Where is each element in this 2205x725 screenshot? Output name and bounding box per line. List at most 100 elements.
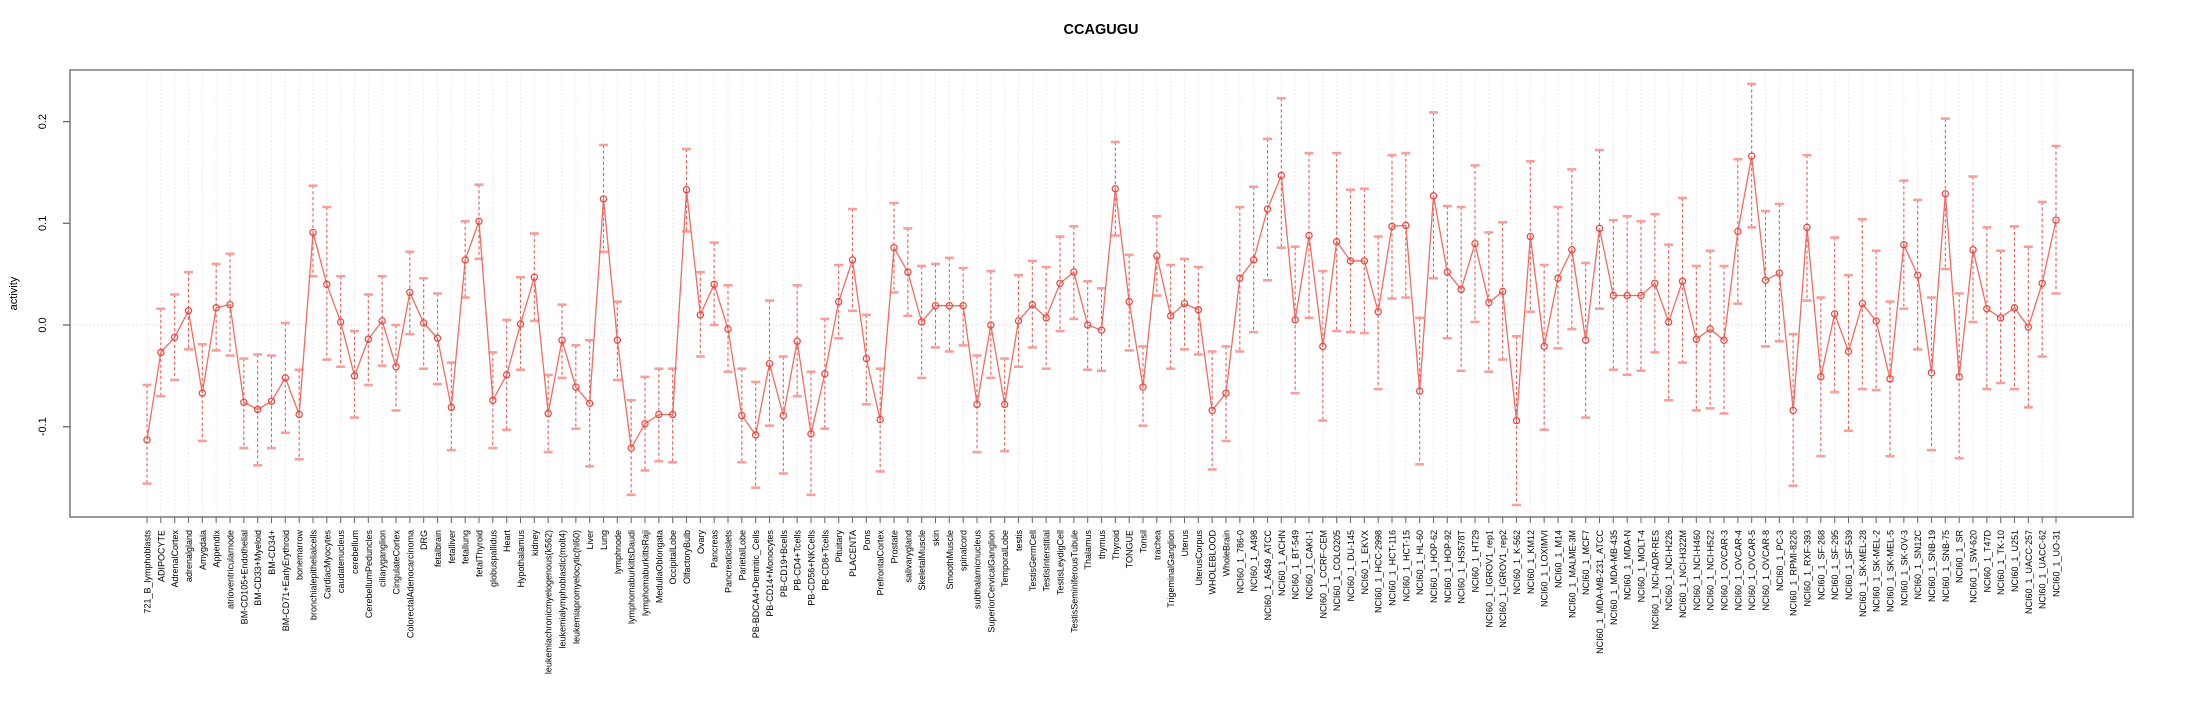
data-point-marker xyxy=(1319,342,1327,351)
data-point-marker xyxy=(1789,406,1797,415)
data-point-marker xyxy=(1734,227,1742,236)
x-category-label: NCI60_1_HOP-92 xyxy=(1443,530,1453,603)
x-category-label: NCI60_1_HT29 xyxy=(1471,530,1481,593)
data-point-marker xyxy=(1664,318,1673,326)
data-point-marker xyxy=(641,419,649,428)
x-category-label: NCI60_1_HCT-15 xyxy=(1401,530,1411,602)
x-category-label: Uterus xyxy=(1180,530,1190,557)
x-category-label: NCI60_1_HCT-116 xyxy=(1388,530,1398,606)
data-point-marker xyxy=(461,256,469,264)
x-category-label: NCI60_1_PC-3 xyxy=(1775,530,1785,591)
data-point-marker xyxy=(2052,216,2060,224)
x-category-label: SuperiorCervicalGanglion xyxy=(986,530,996,633)
x-category-label: skin xyxy=(931,530,941,546)
x-category-label: fetalliver xyxy=(447,530,457,564)
x-category-label: DRG xyxy=(419,530,429,550)
data-point-marker xyxy=(2038,279,2046,288)
data-point-marker xyxy=(945,301,954,310)
x-category-label: WholeBrain xyxy=(1222,530,1232,577)
data-point-marker xyxy=(1346,257,1355,265)
data-point-marker xyxy=(1332,237,1341,246)
x-category-label: NCI60_1_U251 xyxy=(2010,530,2020,592)
x-category-label: Appendix xyxy=(212,530,222,568)
x-category-label: NCI60_1_KM12 xyxy=(1526,530,1536,594)
data-point-marker xyxy=(668,410,677,419)
data-point-marker xyxy=(378,317,386,325)
x-category-label: NCI60_1_OVCAR-8 xyxy=(1761,530,1771,611)
data-point-marker xyxy=(1042,314,1050,322)
data-point-marker xyxy=(1374,308,1382,316)
data-point-marker xyxy=(1817,373,1825,381)
data-point-marker xyxy=(1913,271,1922,279)
data-point-marker xyxy=(1305,231,1313,240)
x-category-label: NCI60_1_T47D xyxy=(1982,530,1992,593)
data-point-marker xyxy=(309,228,317,237)
data-point-marker xyxy=(1056,279,1064,288)
category-label-layer: 721_B_lymphoblasts ADIPOCYTE AdrenalCortex… xyxy=(143,530,2062,675)
x-category-label: kidney xyxy=(530,530,540,557)
data-point-marker xyxy=(1526,232,1535,241)
data-point-marker xyxy=(475,217,483,225)
data-point-marker xyxy=(682,186,691,194)
x-category-label: caudatenucleus xyxy=(336,530,346,594)
data-point-marker xyxy=(1014,317,1023,325)
data-point-marker xyxy=(1277,171,1286,180)
data-point-marker xyxy=(1692,335,1701,343)
data-point-marker xyxy=(1249,256,1258,264)
data-point-marker xyxy=(502,371,511,379)
x-category-label: NCI60_1_OVCAR-3 xyxy=(1720,530,1730,611)
data-point-marker xyxy=(392,362,400,371)
data-point-marker xyxy=(295,410,303,419)
data-point-marker xyxy=(1153,252,1161,260)
data-point-marker xyxy=(1996,314,2005,322)
x-category-label: spinalcord xyxy=(959,530,969,571)
data-point-marker xyxy=(1415,387,1424,395)
data-point-marker xyxy=(240,398,248,406)
data-point-marker xyxy=(834,297,843,306)
x-category-label: fetalThyroid xyxy=(475,530,485,577)
x-category-label: fetalbrain xyxy=(433,530,443,567)
x-category-label: NCI60_1_SNB-75 xyxy=(1941,530,1951,602)
x-category-label: Pituitary xyxy=(834,530,844,563)
data-point-marker xyxy=(1443,268,1452,276)
data-point-marker xyxy=(1941,190,1950,198)
series-line xyxy=(146,156,2057,451)
data-point-marker xyxy=(1803,223,1811,232)
x-category-label: NCI60_1_K-562 xyxy=(1512,530,1522,595)
x-category-label: testis xyxy=(1014,530,1024,552)
data-point-marker xyxy=(1498,287,1507,296)
x-category-label: NCI60_1_SN12C xyxy=(1913,530,1923,600)
chart-title: CCAGUGU xyxy=(1064,22,1139,38)
x-category-label: NCI60_1_OVCAR-4 xyxy=(1733,530,1743,611)
data-point-marker xyxy=(1000,400,1009,409)
x-category-label: lymphomaburkittsRaji xyxy=(641,530,651,616)
data-point-marker xyxy=(1983,305,1991,313)
x-category-label: NCI60_1_SR xyxy=(1955,530,1965,584)
x-category-label: Hypothalamus xyxy=(516,530,526,588)
x-category-label: NCI60_1_EKVX xyxy=(1360,530,1370,595)
data-point-marker xyxy=(1512,416,1521,425)
x-category-label: Thyroid xyxy=(1111,530,1121,560)
data-point-marker xyxy=(931,301,940,310)
grid-layer xyxy=(70,70,2133,517)
x-category-label: WHOLEBLOOD xyxy=(1208,530,1218,595)
x-category-label: NCI60_1_SF-295 xyxy=(1830,530,1840,600)
data-point-marker xyxy=(1070,268,1078,276)
x-category-label: NCI60_1_MOLT-4 xyxy=(1637,530,1647,602)
x-category-label: NCI60_1_NCI-H226 xyxy=(1664,530,1674,611)
x-category-label: NCI60_1_RPMI-8226 xyxy=(1789,530,1799,616)
data-point-marker xyxy=(1360,257,1369,265)
x-category-label: MedullaOblongata xyxy=(654,530,664,603)
x-category-label: CardiacMyocytes xyxy=(322,530,332,600)
data-point-marker xyxy=(558,336,566,344)
data-point-marker xyxy=(419,319,428,327)
data-point-marker xyxy=(1900,240,1908,249)
data-point-marker xyxy=(1194,306,1203,314)
x-category-label: NCI60_1_SK-MEL-5 xyxy=(1886,530,1896,612)
data-point-marker xyxy=(1623,291,1631,300)
x-category-label: subthalamicnucleus xyxy=(973,530,983,610)
data-point-marker xyxy=(364,335,373,343)
x-category-label: Lung xyxy=(599,530,609,550)
data-point-marker xyxy=(738,411,746,420)
